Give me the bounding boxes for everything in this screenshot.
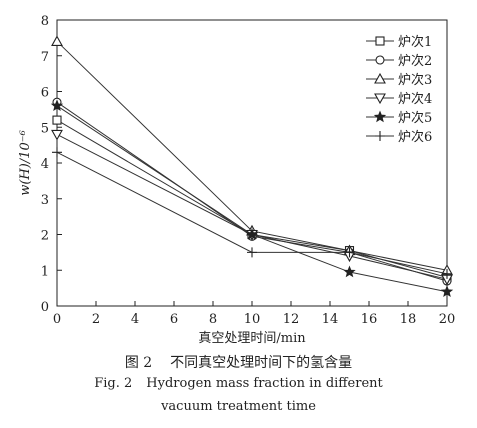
series-5-point-20-0-4 xyxy=(440,285,454,297)
y-tick-label-4: 4 xyxy=(41,157,49,172)
y-axis-ticks: 0 1 2 3 4 5 6 7 8 xyxy=(41,14,62,315)
x-tick-label-20: 20 xyxy=(439,312,456,327)
series-5-point-10-2 xyxy=(245,228,259,240)
figure-label-en: Fig. 2 xyxy=(94,376,133,391)
axes xyxy=(56,19,448,307)
legend-label-6: 炉次6 xyxy=(398,129,432,145)
x-tick-label-18: 18 xyxy=(400,312,417,327)
plot-frame xyxy=(56,19,448,307)
figure-caption-en: Fig. 2 Hydrogen mass fraction in differen… xyxy=(0,376,477,391)
legend-marker-4 xyxy=(374,93,386,105)
series-5-line xyxy=(56,105,448,293)
series-1-point-0-5-2 xyxy=(52,115,62,125)
series-6 xyxy=(52,147,452,279)
y-tick-label-3: 3 xyxy=(41,193,49,208)
legend-marker-2 xyxy=(375,55,385,65)
x-tick-label-6: 6 xyxy=(170,312,178,327)
x-tick-label-2: 2 xyxy=(92,312,100,327)
legend-marker-6 xyxy=(375,131,385,141)
x-tick-label-0: 0 xyxy=(53,312,61,327)
series-5-point-0-5-6 xyxy=(50,99,64,112)
series-4 xyxy=(51,129,453,286)
figure-label-zh: 图 2 xyxy=(124,355,153,371)
x-tick-label-10: 10 xyxy=(244,312,261,327)
y-tick-label-5: 5 xyxy=(41,121,49,136)
figure-title-en-line2: vacuum treatment time xyxy=(161,399,316,414)
legend-label-1: 炉次1 xyxy=(398,34,432,50)
x-tick-label-4: 4 xyxy=(131,312,139,327)
legend-label-5: 炉次5 xyxy=(398,110,432,126)
legend-label-4: 炉次4 xyxy=(398,91,432,107)
legend: 炉次1 炉次2 炉次3 炉次4 炉次5 炉次6 xyxy=(366,34,432,145)
legend-marker-3 xyxy=(374,72,386,84)
series-1-line xyxy=(56,119,448,278)
legend-marker-1 xyxy=(375,36,385,46)
series-6-point-10-1-5 xyxy=(247,247,257,258)
x-axis-label: 真空处理时间/min xyxy=(198,331,306,346)
series-3-line xyxy=(56,41,448,271)
series-6-line xyxy=(56,151,448,275)
series-6-point-20-0-9 xyxy=(442,268,452,279)
x-tick-label-8: 8 xyxy=(209,312,217,327)
x-tick-label-12: 12 xyxy=(283,312,300,327)
series-6-point-15-1-5 xyxy=(344,247,355,258)
series-5-point-15-0-95 xyxy=(343,265,356,278)
series-group xyxy=(50,35,454,297)
y-axis-label: w(H)/10⁻⁶ xyxy=(18,130,33,196)
y-tick-label-2: 2 xyxy=(41,229,49,244)
y-tick-label-1: 1 xyxy=(41,264,49,279)
series-6-point-0-4-3 xyxy=(52,147,62,158)
legend-marker-5 xyxy=(373,110,387,123)
figure-title-zh: 不同真空处理时间下的氢含量 xyxy=(170,355,353,371)
series-5 xyxy=(50,99,454,297)
y-tick-label-0: 0 xyxy=(41,300,49,315)
figure-title-en-line1: Hydrogen mass fraction in different xyxy=(146,376,383,391)
x-axis-ticks: 0 2 4 6 8 10 12 14 16 18 20 xyxy=(53,301,455,327)
x-tick-label-14: 14 xyxy=(322,312,339,327)
y-tick-label-6: 6 xyxy=(41,86,49,101)
y-tick-label-8: 8 xyxy=(41,14,49,29)
y-tick-label-7: 7 xyxy=(41,50,49,65)
figure-caption-zh: 图 2 不同真空处理时间下的氢含量 xyxy=(0,352,477,372)
figure-caption-en-line2: vacuum treatment time xyxy=(0,399,477,414)
series-4-point-0-4-8 xyxy=(51,129,63,141)
series-3-point-0-7-4 xyxy=(51,35,63,47)
legend-label-3: 炉次3 xyxy=(398,72,432,88)
x-tick-label-16: 16 xyxy=(361,312,378,327)
series-2-line xyxy=(56,101,448,282)
series-4-line xyxy=(56,133,448,280)
legend-label-2: 炉次2 xyxy=(398,53,432,69)
